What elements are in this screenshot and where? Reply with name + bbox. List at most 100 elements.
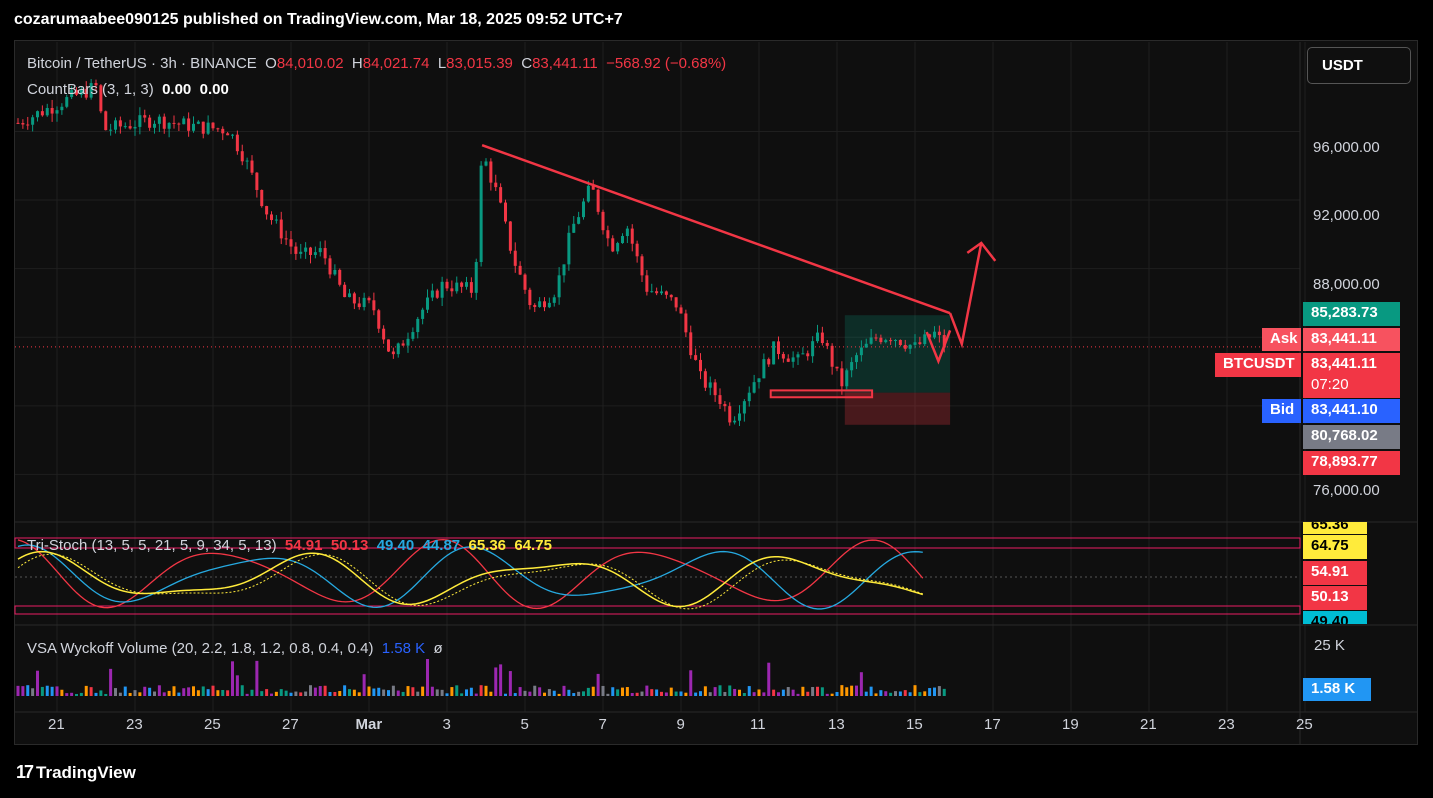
candle-body (762, 359, 766, 379)
time-axis-label: 5 (520, 716, 529, 733)
volume-bar (192, 686, 195, 696)
volume-bar (538, 687, 542, 696)
candle-body (109, 129, 113, 131)
volume-bar (318, 686, 322, 696)
volume-bar (31, 688, 35, 696)
volume-bar (172, 686, 176, 696)
candle-body (260, 189, 264, 207)
tristoch-value-1: 54.91 (284, 537, 323, 554)
candle-body (313, 252, 317, 255)
volume-bar (430, 686, 434, 696)
tristoch-value-5: 65.36 (468, 537, 507, 554)
volume-bar (65, 693, 69, 696)
time-axis-label: 23 (1218, 716, 1235, 733)
legend-high: 84,021.74 (362, 55, 430, 72)
volume-bar (533, 685, 537, 696)
volume-bar (465, 689, 468, 696)
tristoch-value-6: 64.75 (514, 537, 552, 554)
volume-bar (572, 693, 576, 696)
volume-bar (508, 671, 512, 696)
volume-bar (859, 672, 863, 696)
candle-body (162, 116, 166, 129)
volume-bar (245, 693, 249, 696)
candle-body (577, 217, 581, 224)
candle-body (450, 288, 454, 292)
volume-bar (16, 685, 20, 696)
volume-bar (250, 689, 254, 696)
volume-bar (270, 693, 273, 696)
candle-body (645, 275, 649, 292)
volume-bar (426, 658, 429, 696)
volume-bar (625, 687, 629, 696)
ask-price-tag: 83,441.11 (1303, 328, 1400, 351)
candle-body (435, 290, 439, 298)
candle-body (84, 89, 88, 98)
tristoch-value-2: 50.13 (330, 537, 369, 554)
candle-body (830, 345, 834, 367)
candle-body (747, 392, 751, 402)
volume-bar (372, 688, 376, 696)
volume-bar (713, 687, 717, 696)
time-axis-label: 25 (1296, 716, 1313, 733)
candle-body (674, 297, 678, 308)
time-axis-label: 15 (906, 716, 923, 733)
volume-axis-max: 25 K (1314, 637, 1345, 654)
volume-bar (825, 693, 829, 696)
candle-body (465, 282, 468, 287)
candle-body (75, 90, 78, 95)
volume-bar (440, 689, 444, 696)
currency-button[interactable]: USDT (1307, 47, 1411, 84)
candle-body (669, 294, 673, 298)
candle-body (36, 111, 39, 118)
tradingview-brand[interactable]: 17 TradingView (16, 762, 136, 783)
candle-body (45, 108, 49, 116)
volume-bar (211, 685, 215, 696)
volume-bar (45, 685, 49, 696)
volume-bar (679, 691, 683, 696)
price-axis-label: 92,000.00 (1313, 207, 1380, 224)
volume-bar (450, 687, 454, 696)
candle-body (426, 297, 429, 310)
candle-body (382, 328, 386, 340)
volume-bar (323, 685, 327, 696)
candle-body (31, 117, 35, 125)
candle-body (718, 395, 722, 405)
candle-body (372, 300, 376, 311)
candle-body (216, 128, 220, 130)
volume-bar (894, 691, 897, 696)
volume-bar (377, 687, 381, 696)
vsa-legend[interactable]: VSA Wyckoff Volume (20, 2.2, 1.8, 1.2, 0… (27, 640, 443, 657)
countbars-legend[interactable]: CountBars (3, 1, 3) 0.00 0.00 (27, 81, 229, 98)
candle-body (528, 289, 532, 306)
vsa-hidden-icon[interactable]: ø (433, 640, 443, 657)
candle-body (664, 291, 668, 295)
tristoch-legend[interactable]: Tri-Stoch (13, 5, 5, 21, 5, 9, 34, 5, 13… (27, 537, 552, 554)
candle-body (791, 357, 795, 362)
volume-bar (406, 686, 410, 696)
volume-bar (830, 693, 834, 696)
volume-bar (231, 661, 234, 696)
volume-bar (903, 690, 907, 696)
volume-bar (694, 692, 698, 696)
volume-bar (874, 693, 878, 696)
volume-bar (523, 690, 527, 696)
stoch-tag-3: 50.13 (1303, 586, 1367, 610)
volume-bar (718, 685, 722, 696)
volume-bar (684, 692, 688, 696)
volume-bar (114, 688, 117, 696)
candle-body (523, 274, 527, 290)
candle-body (630, 228, 634, 244)
volume-current-tag: 1.58 K (1303, 678, 1371, 701)
volume-bar (479, 685, 483, 696)
candle-body (411, 332, 415, 339)
volume-bar (382, 689, 386, 696)
time-axis-label: 23 (126, 716, 143, 733)
candle-body (806, 353, 810, 357)
volume-bar (840, 685, 844, 696)
candle-body (250, 160, 254, 173)
symbol-label-tag: BTCUSDT (1215, 353, 1301, 377)
legend-symbol[interactable]: Bitcoin / TetherUS · 3h · BINANCE (27, 55, 257, 72)
volume-bar (182, 688, 186, 696)
volume-bar (918, 692, 922, 696)
